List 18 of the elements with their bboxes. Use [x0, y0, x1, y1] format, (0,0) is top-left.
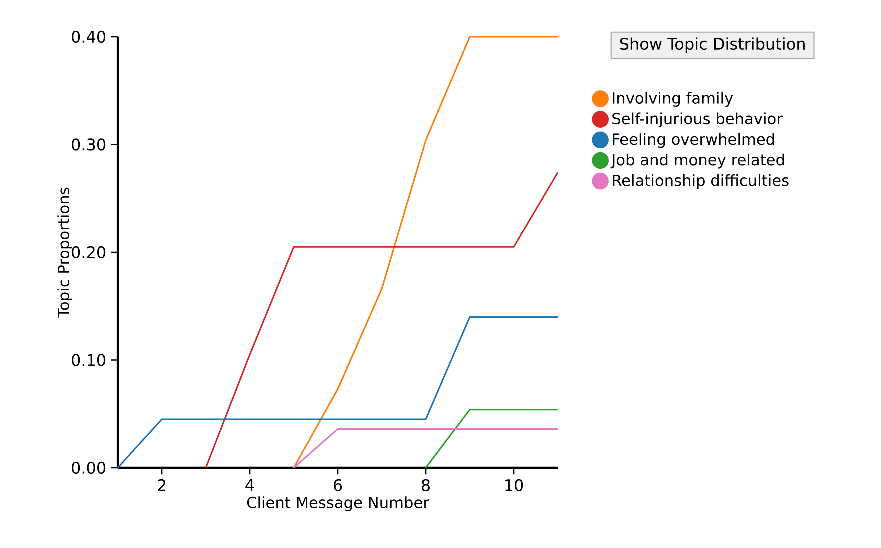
x-axis-title: Client Message Number [247, 496, 430, 512]
x-tick-label: 10 [506, 479, 524, 492]
y-tick-label: 0.00 [72, 462, 106, 474]
y-axis-title: Topic Proportions [58, 188, 73, 318]
y-tick-label: 0.20 [72, 246, 106, 259]
text: Show Topic Distribution [620, 38, 805, 54]
y-tick-label: 0.40 [72, 30, 106, 44]
legend-label: Feeling overwhelmed [613, 133, 774, 148]
legend-label: Involving family [613, 92, 734, 107]
legend-label: Relationship difficulties [613, 174, 789, 190]
x-tick-label: 4 [246, 479, 254, 492]
legend-label: Self-injurious behavior [612, 112, 783, 128]
legend-label: Job and money related [610, 154, 784, 169]
x-tick-label: 2 [158, 479, 166, 492]
y-tick-label: 0.10 [72, 354, 106, 366]
x-tick-label: 8 [422, 479, 430, 492]
x-tick-label: 6 [334, 479, 342, 492]
y-tick-label: 0.30 [72, 138, 106, 151]
